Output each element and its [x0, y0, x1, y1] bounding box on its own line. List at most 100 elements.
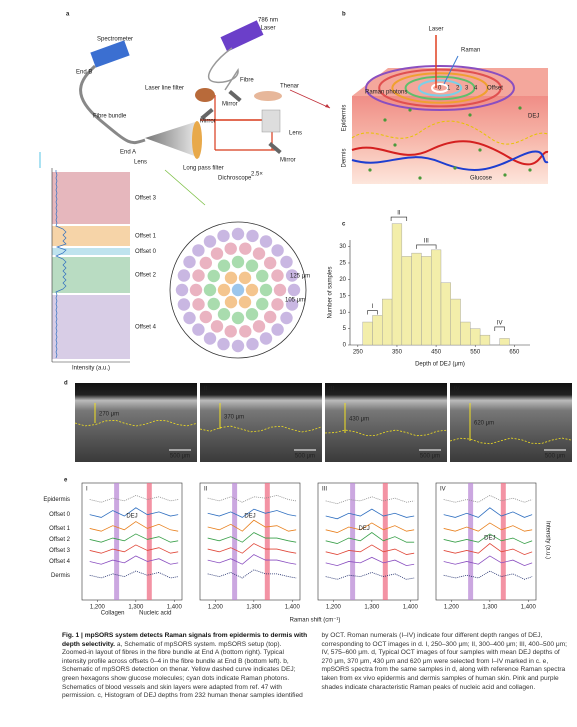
- label: 125 μm: [290, 274, 310, 280]
- guide: [164, 169, 206, 206]
- label: c: [342, 222, 346, 228]
- label: 2: [456, 86, 460, 92]
- mirror: [200, 107, 214, 121]
- fibre-core: [217, 283, 231, 297]
- intensity-profile: [55, 170, 67, 359]
- label: 786 nm: [258, 18, 278, 24]
- arrow: [289, 89, 331, 109]
- fibre-core: [217, 308, 231, 321]
- spectrum: [89, 570, 179, 579]
- label: Fibre bundle: [93, 114, 127, 120]
- fibre-core: [189, 283, 203, 297]
- y-tick-label: 20: [339, 277, 346, 283]
- histogram-bar: [460, 321, 471, 346]
- bracket: [494, 326, 505, 331]
- fibre-core: [239, 242, 252, 255]
- label: a: [66, 12, 70, 18]
- label: 2.5×: [251, 172, 263, 178]
- spectrum: [207, 532, 297, 543]
- bracket-label: II: [397, 211, 401, 217]
- oct-label: I: [79, 387, 81, 393]
- fibre-core: [238, 295, 252, 309]
- fibre-core: [183, 311, 196, 325]
- spectrum: [325, 556, 415, 567]
- trace-label: Offset 1: [49, 526, 71, 532]
- dej-label: DEJ: [244, 514, 255, 520]
- depth-label: 270 μm: [99, 412, 119, 418]
- bracket-label: III: [424, 239, 429, 245]
- peak-shade: [232, 483, 238, 600]
- label: Laser: [428, 27, 443, 33]
- fibre-core: [192, 323, 205, 336]
- x-tick-label: 1,400: [521, 605, 537, 611]
- depth-label: 370 μm: [224, 415, 244, 421]
- fibre-core: [224, 325, 237, 338]
- scale-label: 500 μm: [545, 454, 565, 460]
- spectrum: [325, 544, 415, 555]
- peak-shade: [350, 483, 356, 600]
- label: Epidermis: [342, 105, 348, 132]
- oct-label: III: [329, 387, 334, 393]
- fibre-core: [271, 269, 284, 282]
- spectrum: [325, 508, 415, 520]
- fibre-core: [203, 235, 217, 248]
- label: Laser line filter: [145, 86, 184, 92]
- label: Intensity (a.u.): [544, 521, 550, 559]
- offset-band: [52, 257, 130, 293]
- peak-shade: [146, 483, 152, 600]
- x-tick-label: 1,400: [285, 605, 301, 611]
- glucose: [393, 143, 397, 147]
- spectrum: [89, 521, 179, 532]
- fibre-core: [280, 311, 293, 325]
- spectrum: [443, 494, 533, 503]
- spectra-frame: [81, 482, 183, 601]
- spectrum: [89, 494, 179, 503]
- histogram-bar: [421, 256, 432, 346]
- label: Offset 4: [135, 325, 157, 331]
- offset-ring: [378, 68, 502, 108]
- glucose: [528, 168, 532, 172]
- histogram-bar: [440, 282, 451, 346]
- fibre-core: [231, 339, 245, 353]
- offset-ring: [417, 79, 463, 97]
- spectrum: [325, 522, 415, 533]
- objective: [261, 109, 281, 133]
- spectrum: [325, 496, 415, 505]
- label: End B: [76, 70, 92, 76]
- bracket: [416, 244, 437, 249]
- fibre-core: [224, 271, 238, 285]
- spectra-frame: [317, 482, 419, 601]
- fibre-core: [192, 244, 205, 257]
- fibre-core: [217, 337, 230, 351]
- x-tick-label: 450: [431, 350, 442, 356]
- raman-arrow: [443, 55, 459, 85]
- spectra-frame: [199, 482, 301, 601]
- label: 105 μm: [285, 298, 305, 304]
- glucose: [503, 173, 507, 177]
- spectrum: [207, 508, 297, 518]
- peak-shade: [382, 483, 388, 600]
- offset-ring: [404, 75, 476, 101]
- fibre-core: [271, 244, 284, 257]
- fibre-core: [246, 337, 259, 351]
- lens: [192, 121, 202, 159]
- fibre-core: [224, 242, 237, 255]
- peak-shade: [114, 483, 120, 600]
- filter: [195, 88, 215, 102]
- depth-label: 620 μm: [474, 421, 494, 427]
- label: e: [64, 478, 68, 484]
- x-tick-label: 1,300: [364, 605, 380, 611]
- fibre-core: [238, 271, 252, 285]
- spectrum: [443, 522, 533, 532]
- spectrum: [89, 555, 179, 565]
- dej-label: DEJ: [358, 526, 369, 532]
- offset-band: [52, 226, 130, 246]
- glucose: [368, 168, 372, 172]
- spectra-frame: [435, 482, 537, 601]
- histogram-bar: [411, 252, 422, 346]
- collection-cone: [145, 122, 200, 158]
- fibre-core: [256, 269, 269, 283]
- offset-ring: [431, 83, 449, 93]
- spectra-panel-label: IV: [440, 487, 446, 493]
- label: Raman: [461, 48, 480, 54]
